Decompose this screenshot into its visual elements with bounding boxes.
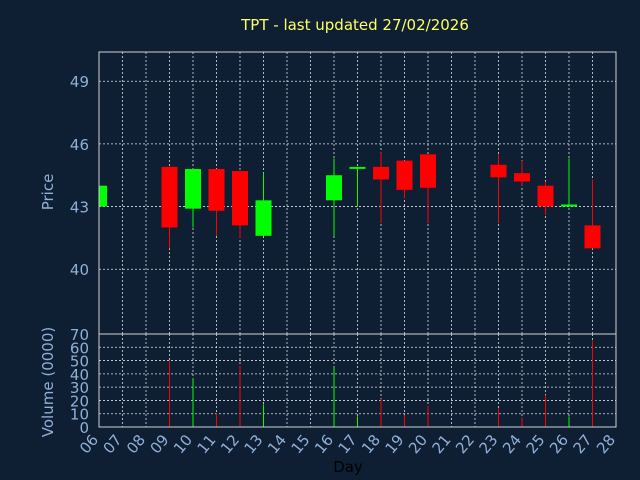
volume-grid [99,334,616,427]
candle-body [514,173,530,182]
x-tick-label: 11 [194,431,220,457]
x-tick-label: 15 [288,431,314,457]
candle [396,160,413,199]
candle-body [537,185,554,207]
x-tick-label: 23 [476,431,502,457]
candle [584,179,601,249]
candle-body [373,166,389,180]
x-tick-label: 10 [170,431,196,457]
x-tick-label: 20 [405,431,431,457]
x-tick-label: 13 [241,431,267,457]
volume-tick-label: 70 [70,326,89,344]
volume-tick-label: 0 [79,419,89,437]
candle [255,173,272,236]
volume-tick-label: 40 [70,366,89,384]
x-tick-label: 21 [429,431,455,457]
volume-tick-label: 10 [70,406,89,424]
candle-body [255,200,272,236]
price-candles [98,152,601,249]
price-axis-label: Price [39,174,57,211]
candle-body [326,175,342,201]
candle [185,168,201,228]
candle-body [349,166,366,169]
x-tick-label: 28 [593,431,619,457]
volume-tick-label: 50 [70,353,89,371]
x-tick-label: 27 [570,431,596,457]
x-tick-label: 08 [123,431,149,457]
candle-body [490,164,507,178]
price-tick-label: 43 [70,199,89,217]
price-tick-label: 49 [70,73,89,91]
x-tick-label: 17 [335,431,361,457]
volume-tick-label: 20 [70,392,89,410]
x-tick-label: 18 [358,431,384,457]
price-tick-label: 40 [70,261,89,279]
candle-body [232,171,248,226]
candle [373,152,389,224]
candle-body [420,154,436,188]
chart-title: TPT - last updated 27/02/2026 [240,16,469,34]
x-tick-label: 25 [523,431,549,457]
x-ticks: 0607080910111213141516171819202122232425… [76,431,619,457]
candle-body [99,185,107,207]
x-tick-label: 09 [147,431,173,457]
volume-tick-label: 60 [70,339,89,357]
candle [161,166,178,249]
candle-body [584,225,601,249]
candle-body [161,166,178,228]
volume-axis-label: Volume (0000) [39,327,57,437]
candle-body [396,160,413,190]
x-tick-label: 26 [546,431,572,457]
candle [490,154,507,224]
x-tick-label: 22 [452,431,478,457]
candle [98,185,107,207]
candle [349,166,366,207]
x-tick-label: 24 [499,431,525,457]
x-tick-label: 07 [100,431,126,457]
candle [326,158,342,236]
x-axis-label: Day [333,458,363,476]
price-y-ticks: 40 43 46 49 [70,73,89,279]
volume-panel-frame [98,333,617,428]
candle [420,154,436,224]
candle-body [208,168,225,211]
candle [514,160,530,186]
x-tick-label: 19 [382,431,408,457]
x-tick-label: 14 [264,431,290,457]
x-tick-label: 16 [311,431,337,457]
candle-body [185,168,201,209]
candle [537,181,554,215]
price-tick-label: 46 [70,136,89,154]
candle [208,168,225,236]
x-tick-label: 12 [217,431,243,457]
candle [232,171,248,238]
volume-bars [169,340,593,427]
volume-tick-label: 30 [70,379,89,397]
candle [561,158,577,207]
candle-body [561,204,577,207]
